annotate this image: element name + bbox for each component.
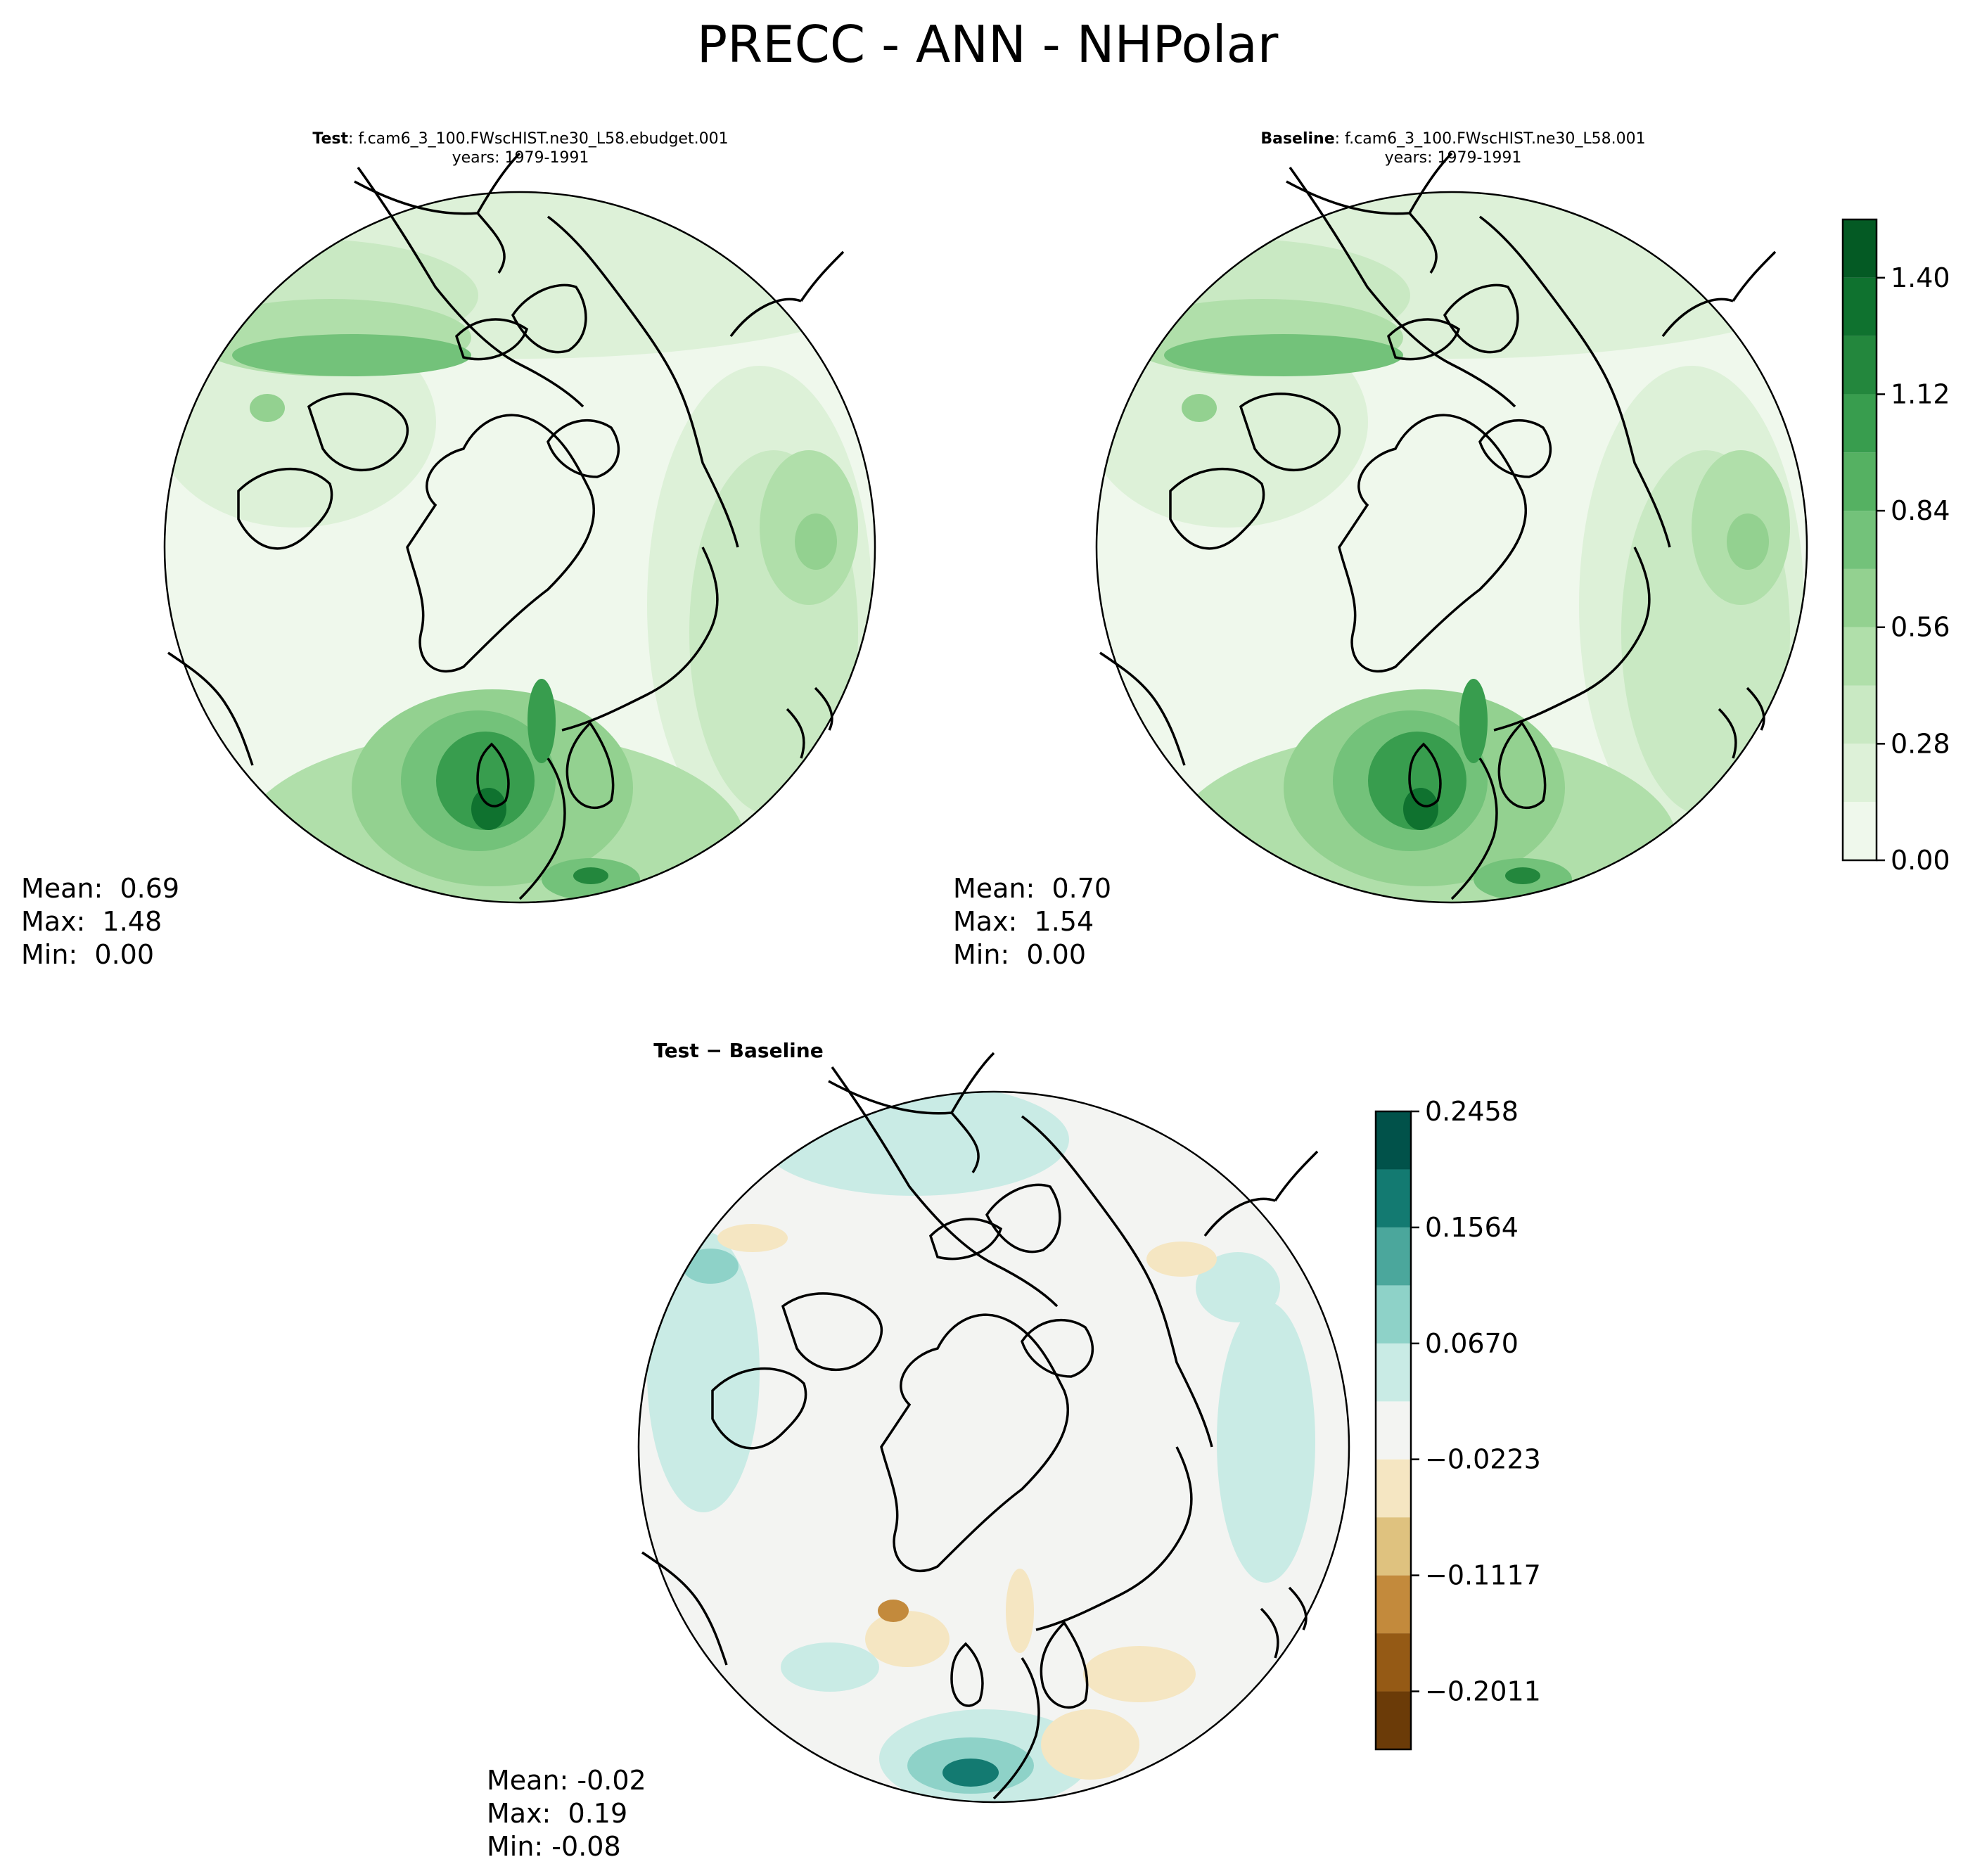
- baseline-map-boundary: [1095, 191, 1808, 904]
- test-title-bold: Test: [312, 130, 349, 148]
- diff-map: [637, 1052, 1350, 1804]
- baseline-mean: Mean: 0.70: [953, 873, 1112, 904]
- greens-colorbar-segment: [1843, 452, 1877, 511]
- diff-min: Min: -0.08: [487, 1831, 621, 1862]
- greens-colorbar-segment: [1843, 336, 1877, 395]
- greens-colorbar-segment: [1843, 511, 1877, 569]
- test-map: [163, 152, 876, 904]
- greens-colorbar-segment: [1843, 277, 1877, 336]
- diff-colorbar-segment: [1376, 1401, 1411, 1460]
- diff-panel-title: Test − Baseline: [653, 1039, 824, 1062]
- greens-colorbar-segment: [1843, 685, 1877, 744]
- diff-colorbar-segment: [1376, 1575, 1411, 1634]
- baseline-years: years: 1979-1991: [1384, 149, 1522, 167]
- diff-colorbar-segment: [1376, 1227, 1411, 1286]
- baseline-panel-title: Baseline: f.cam6_3_100.FWscHIST.ne30_L58…: [1200, 129, 1706, 167]
- baseline-max: Max: 1.54: [953, 906, 1094, 937]
- diff-colorbar-tick-label: −0.0223: [1425, 1444, 1541, 1475]
- test-map-boundary: [163, 191, 876, 904]
- diff-colorbar-segment: [1376, 1633, 1411, 1692]
- greens-colorbar-tick-label: 0.28: [1891, 728, 1950, 759]
- test-years: years: 1979-1991: [452, 149, 589, 167]
- diff-colorbar-segment: [1376, 1111, 1411, 1170]
- diff-colorbar-segment: [1376, 1285, 1411, 1344]
- greens-colorbar-tick-label: 1.40: [1891, 262, 1950, 293]
- colorbar-greens: 0.00 0.28 0.56 0.84 1.12 1.40: [1841, 218, 1950, 876]
- baseline-stats: Mean: 0.70 Max: 1.54 Min: 0.00: [953, 872, 1111, 971]
- diff-colorbar-frame: [1374, 1110, 1412, 1751]
- diff-colorbar-tick-label: 0.1564: [1425, 1212, 1519, 1243]
- test-min: Min: 0.00: [21, 939, 154, 970]
- diff-max: Max: 0.19: [487, 1798, 628, 1829]
- diff-colorbar-segment: [1376, 1169, 1411, 1227]
- diff-colorbar-segment: [1376, 1517, 1411, 1576]
- test-stats: Mean: 0.69 Max: 1.48 Min: 0.00: [21, 872, 179, 971]
- test-title-text: : f.cam6_3_100.FWscHIST.ne30_L58.ebudget…: [348, 130, 729, 148]
- greens-colorbar-segment: [1843, 568, 1877, 627]
- diff-map-boundary: [637, 1090, 1350, 1804]
- greens-colorbar-segment: [1843, 802, 1877, 860]
- greens-colorbar-tick-label: 0.00: [1891, 845, 1950, 876]
- diff-colorbar-tick-label: −0.2011: [1425, 1676, 1541, 1707]
- baseline-title-text: : f.cam6_3_100.FWscHIST.ne30_L58.001: [1334, 130, 1646, 148]
- greens-colorbar-tick-label: 1.12: [1891, 378, 1950, 409]
- diff-stats: Mean: -0.02 Max: 0.19 Min: -0.08: [487, 1764, 646, 1863]
- greens-colorbar-segment: [1843, 744, 1877, 803]
- baseline-min: Min: 0.00: [953, 939, 1086, 970]
- test-mean: Mean: 0.69: [21, 873, 180, 904]
- diff-mean: Mean: -0.02: [487, 1765, 646, 1796]
- figure-title: PRECC - ANN - NHPolar: [696, 15, 1279, 74]
- diff-colorbar-segment: [1376, 1459, 1411, 1518]
- diff-colorbar-segment: [1376, 1691, 1411, 1749]
- diff-colorbar-segment: [1376, 1343, 1411, 1402]
- colorbar-diff: −0.2011 −0.1117 −0.0223 0.0670 0.1564 0.2458: [1374, 1096, 1541, 1751]
- greens-colorbar-tick-label: 0.84: [1891, 495, 1950, 526]
- greens-colorbar-tick-label: 0.56: [1891, 612, 1950, 643]
- diff-colorbar-tick-label: 0.2458: [1425, 1096, 1519, 1127]
- diff-colorbar-tick-label: 0.0670: [1425, 1328, 1519, 1359]
- greens-colorbar-segment: [1843, 219, 1877, 278]
- baseline-map: [1095, 152, 1808, 904]
- diff-colorbar-tick-label: −0.1117: [1425, 1560, 1541, 1591]
- baseline-title-bold: Baseline: [1260, 130, 1335, 148]
- test-panel-title: Test: f.cam6_3_100.FWscHIST.ne30_L58.ebu…: [267, 129, 774, 167]
- greens-colorbar-segment: [1843, 394, 1877, 453]
- test-max: Max: 1.48: [21, 906, 162, 937]
- greens-colorbar-segment: [1843, 627, 1877, 686]
- greens-colorbar-frame: [1841, 218, 1878, 862]
